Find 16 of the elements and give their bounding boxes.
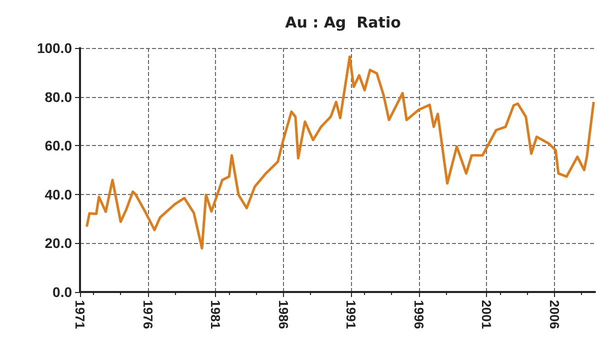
y-tick-label: 40.0: [44, 186, 72, 202]
x-tick-label: 1971: [72, 300, 88, 329]
y-tick-label: 100.0: [36, 40, 72, 56]
y-tick-label: 80.0: [44, 88, 72, 105]
y-tick-label: 20.0: [44, 235, 72, 252]
x-tick-label: 1986: [276, 300, 291, 329]
y-tick-label: 60.0: [44, 138, 72, 154]
x-tick-label: 1991: [344, 300, 359, 329]
x-tick-label: 1981: [208, 300, 224, 329]
chart-title: Au : Ag Ratio: [285, 14, 401, 32]
line-series: [86, 56, 595, 250]
x-tick-label: 2006: [546, 300, 562, 329]
x-tick-label: 2001: [479, 300, 494, 329]
x-tick-label: 1996: [411, 300, 426, 329]
x-tick-label: 1976: [140, 300, 156, 329]
y-tick-label: 0.0: [52, 284, 72, 300]
